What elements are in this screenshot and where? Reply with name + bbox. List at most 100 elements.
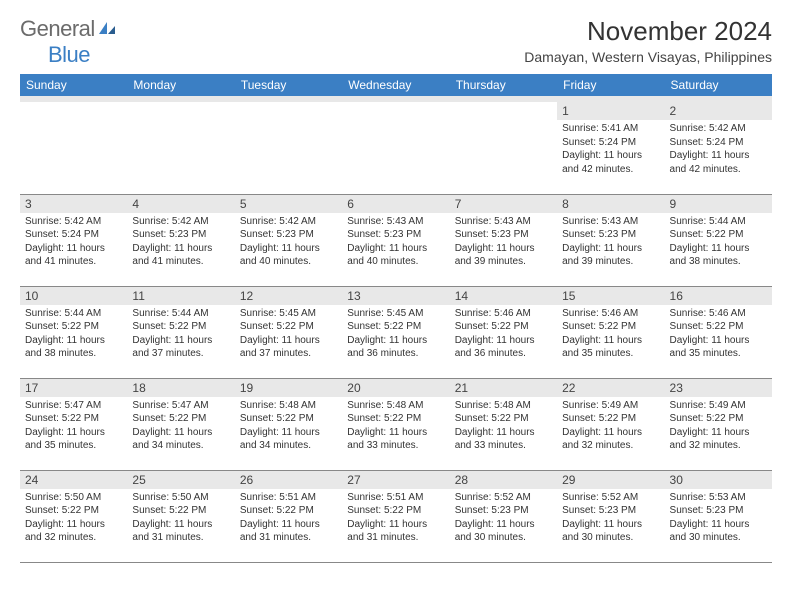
day-number: 24 <box>20 471 127 489</box>
calendar-week: 24Sunrise: 5:50 AMSunset: 5:22 PMDayligh… <box>20 470 772 562</box>
calendar-cell <box>127 102 234 194</box>
day-details: Sunrise: 5:41 AMSunset: 5:24 PMDaylight:… <box>557 120 664 178</box>
calendar-cell: 22Sunrise: 5:49 AMSunset: 5:22 PMDayligh… <box>557 378 664 470</box>
day-details: Sunrise: 5:50 AMSunset: 5:22 PMDaylight:… <box>20 489 127 547</box>
day-details: Sunrise: 5:43 AMSunset: 5:23 PMDaylight:… <box>450 213 557 271</box>
day-details: Sunrise: 5:52 AMSunset: 5:23 PMDaylight:… <box>557 489 664 547</box>
calendar-cell: 11Sunrise: 5:44 AMSunset: 5:22 PMDayligh… <box>127 286 234 378</box>
calendar-cell: 17Sunrise: 5:47 AMSunset: 5:22 PMDayligh… <box>20 378 127 470</box>
brand-logo: General Blue <box>20 16 117 68</box>
day-number: 28 <box>450 471 557 489</box>
day-details: Sunrise: 5:43 AMSunset: 5:23 PMDaylight:… <box>557 213 664 271</box>
calendar-cell: 10Sunrise: 5:44 AMSunset: 5:22 PMDayligh… <box>20 286 127 378</box>
day-number: 26 <box>235 471 342 489</box>
calendar-week: 3Sunrise: 5:42 AMSunset: 5:24 PMDaylight… <box>20 194 772 286</box>
calendar-cell: 13Sunrise: 5:45 AMSunset: 5:22 PMDayligh… <box>342 286 449 378</box>
day-details: Sunrise: 5:46 AMSunset: 5:22 PMDaylight:… <box>450 305 557 363</box>
calendar-cell: 26Sunrise: 5:51 AMSunset: 5:22 PMDayligh… <box>235 470 342 562</box>
day-details: Sunrise: 5:51 AMSunset: 5:22 PMDaylight:… <box>235 489 342 547</box>
calendar-cell: 7Sunrise: 5:43 AMSunset: 5:23 PMDaylight… <box>450 194 557 286</box>
day-details: Sunrise: 5:47 AMSunset: 5:22 PMDaylight:… <box>127 397 234 455</box>
weekday-header: Friday <box>557 74 664 96</box>
calendar-week: 10Sunrise: 5:44 AMSunset: 5:22 PMDayligh… <box>20 286 772 378</box>
logo-blue: Blue <box>48 42 90 67</box>
day-details: Sunrise: 5:44 AMSunset: 5:22 PMDaylight:… <box>665 213 772 271</box>
calendar-cell: 18Sunrise: 5:47 AMSunset: 5:22 PMDayligh… <box>127 378 234 470</box>
day-number: 9 <box>665 195 772 213</box>
calendar-cell: 19Sunrise: 5:48 AMSunset: 5:22 PMDayligh… <box>235 378 342 470</box>
calendar-cell: 29Sunrise: 5:52 AMSunset: 5:23 PMDayligh… <box>557 470 664 562</box>
day-number: 22 <box>557 379 664 397</box>
day-details: Sunrise: 5:52 AMSunset: 5:23 PMDaylight:… <box>450 489 557 547</box>
calendar-cell: 28Sunrise: 5:52 AMSunset: 5:23 PMDayligh… <box>450 470 557 562</box>
weekday-header: Tuesday <box>235 74 342 96</box>
day-number: 23 <box>665 379 772 397</box>
day-details: Sunrise: 5:47 AMSunset: 5:22 PMDaylight:… <box>20 397 127 455</box>
day-details: Sunrise: 5:48 AMSunset: 5:22 PMDaylight:… <box>235 397 342 455</box>
day-details: Sunrise: 5:45 AMSunset: 5:22 PMDaylight:… <box>235 305 342 363</box>
day-number: 25 <box>127 471 234 489</box>
calendar-body: 1Sunrise: 5:41 AMSunset: 5:24 PMDaylight… <box>20 96 772 562</box>
calendar-cell <box>235 102 342 194</box>
calendar-page: General Blue November 2024 Damayan, West… <box>0 0 792 573</box>
day-details: Sunrise: 5:46 AMSunset: 5:22 PMDaylight:… <box>665 305 772 363</box>
title-block: November 2024 Damayan, Western Visayas, … <box>524 16 772 65</box>
day-number: 17 <box>20 379 127 397</box>
calendar-cell: 27Sunrise: 5:51 AMSunset: 5:22 PMDayligh… <box>342 470 449 562</box>
weekday-header-row: SundayMondayTuesdayWednesdayThursdayFrid… <box>20 74 772 96</box>
calendar-week: 1Sunrise: 5:41 AMSunset: 5:24 PMDaylight… <box>20 102 772 194</box>
day-details: Sunrise: 5:49 AMSunset: 5:22 PMDaylight:… <box>665 397 772 455</box>
calendar-cell: 12Sunrise: 5:45 AMSunset: 5:22 PMDayligh… <box>235 286 342 378</box>
day-number: 16 <box>665 287 772 305</box>
day-details: Sunrise: 5:42 AMSunset: 5:24 PMDaylight:… <box>20 213 127 271</box>
day-details: Sunrise: 5:49 AMSunset: 5:22 PMDaylight:… <box>557 397 664 455</box>
day-details: Sunrise: 5:48 AMSunset: 5:22 PMDaylight:… <box>342 397 449 455</box>
day-number: 4 <box>127 195 234 213</box>
day-details: Sunrise: 5:45 AMSunset: 5:22 PMDaylight:… <box>342 305 449 363</box>
day-number: 3 <box>20 195 127 213</box>
location-label: Damayan, Western Visayas, Philippines <box>524 49 772 65</box>
weekday-header: Monday <box>127 74 234 96</box>
weekday-header: Sunday <box>20 74 127 96</box>
day-number: 27 <box>342 471 449 489</box>
calendar-cell: 4Sunrise: 5:42 AMSunset: 5:23 PMDaylight… <box>127 194 234 286</box>
calendar-week: 17Sunrise: 5:47 AMSunset: 5:22 PMDayligh… <box>20 378 772 470</box>
calendar-cell: 2Sunrise: 5:42 AMSunset: 5:24 PMDaylight… <box>665 102 772 194</box>
calendar-cell: 21Sunrise: 5:48 AMSunset: 5:22 PMDayligh… <box>450 378 557 470</box>
day-details: Sunrise: 5:48 AMSunset: 5:22 PMDaylight:… <box>450 397 557 455</box>
calendar-cell: 1Sunrise: 5:41 AMSunset: 5:24 PMDaylight… <box>557 102 664 194</box>
logo-gray: General <box>20 16 95 41</box>
day-number: 12 <box>235 287 342 305</box>
day-number: 20 <box>342 379 449 397</box>
day-number: 30 <box>665 471 772 489</box>
calendar-cell: 3Sunrise: 5:42 AMSunset: 5:24 PMDaylight… <box>20 194 127 286</box>
weekday-header: Thursday <box>450 74 557 96</box>
day-details: Sunrise: 5:50 AMSunset: 5:22 PMDaylight:… <box>127 489 234 547</box>
weekday-header: Wednesday <box>342 74 449 96</box>
day-number: 13 <box>342 287 449 305</box>
day-number: 10 <box>20 287 127 305</box>
day-number: 21 <box>450 379 557 397</box>
calendar-cell <box>450 102 557 194</box>
day-number: 1 <box>557 102 664 120</box>
calendar-cell: 20Sunrise: 5:48 AMSunset: 5:22 PMDayligh… <box>342 378 449 470</box>
day-number: 2 <box>665 102 772 120</box>
day-number: 11 <box>127 287 234 305</box>
calendar-cell: 25Sunrise: 5:50 AMSunset: 5:22 PMDayligh… <box>127 470 234 562</box>
day-number: 8 <box>557 195 664 213</box>
weekday-header: Saturday <box>665 74 772 96</box>
calendar-cell <box>342 102 449 194</box>
day-number: 5 <box>235 195 342 213</box>
logo-text: General Blue <box>20 16 117 68</box>
calendar-cell: 16Sunrise: 5:46 AMSunset: 5:22 PMDayligh… <box>665 286 772 378</box>
month-title: November 2024 <box>524 16 772 47</box>
day-details: Sunrise: 5:42 AMSunset: 5:24 PMDaylight:… <box>665 120 772 178</box>
calendar-cell: 8Sunrise: 5:43 AMSunset: 5:23 PMDaylight… <box>557 194 664 286</box>
calendar-cell: 23Sunrise: 5:49 AMSunset: 5:22 PMDayligh… <box>665 378 772 470</box>
day-details: Sunrise: 5:43 AMSunset: 5:23 PMDaylight:… <box>342 213 449 271</box>
calendar-cell: 6Sunrise: 5:43 AMSunset: 5:23 PMDaylight… <box>342 194 449 286</box>
calendar-cell <box>20 102 127 194</box>
day-details: Sunrise: 5:42 AMSunset: 5:23 PMDaylight:… <box>235 213 342 271</box>
calendar-cell: 15Sunrise: 5:46 AMSunset: 5:22 PMDayligh… <box>557 286 664 378</box>
calendar-cell: 24Sunrise: 5:50 AMSunset: 5:22 PMDayligh… <box>20 470 127 562</box>
